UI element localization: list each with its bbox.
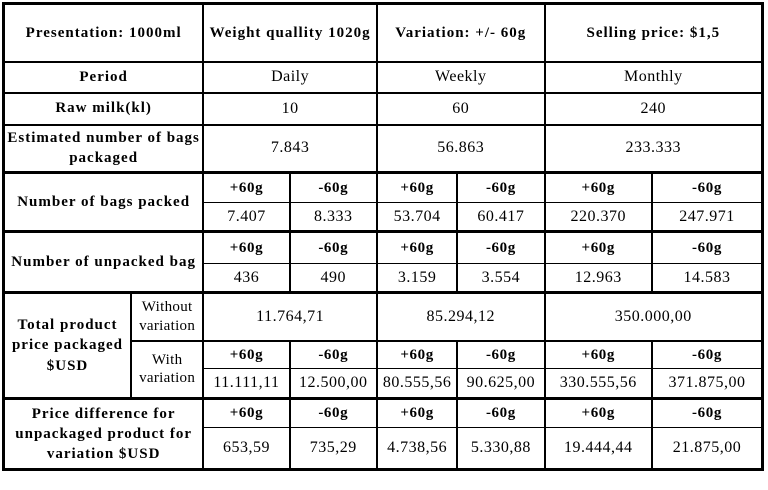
raw-milk-row: Raw milk(kl) 10 60 240 bbox=[2, 91, 764, 126]
period-monthly-cell: Monthly bbox=[543, 60, 764, 94]
minus60-header: -60g bbox=[650, 171, 764, 203]
minus60-header: -60g bbox=[288, 339, 378, 369]
total-price-with-values-row: 11.111,11 12.500,00 80.555,56 90.625,00 … bbox=[4, 368, 764, 400]
raw-milk-label-cell: Raw milk(kl) bbox=[2, 91, 205, 126]
period-row: Period Daily Weekly Monthly bbox=[2, 60, 764, 94]
price-difference-value: 653,59 bbox=[202, 427, 291, 471]
unpacked-bags-value: 12.963 bbox=[543, 263, 653, 294]
unpacked-bags-values-row: 436 490 3.159 3.554 12.963 14.583 bbox=[4, 263, 764, 294]
total-price-with-value: 371.875,00 bbox=[650, 368, 764, 400]
plus60-header: +60g bbox=[543, 230, 653, 264]
minus60-header: -60g bbox=[650, 339, 764, 369]
price-difference-values-row: 653,59 735,29 4.738,56 5.330,88 19.444,4… bbox=[4, 427, 764, 471]
raw-milk-monthly-cell: 240 bbox=[543, 91, 764, 126]
total-price-with-value: 90.625,00 bbox=[456, 368, 546, 400]
plus60-header: +60g bbox=[375, 230, 459, 264]
estimated-bags-label-cell: Estimated number of bags packaged bbox=[2, 123, 205, 174]
total-price-label-cell: Total product price packaged $USD bbox=[2, 291, 132, 400]
minus60-header: -60g bbox=[456, 397, 546, 428]
price-difference-header-row: Price difference for unpackaged product … bbox=[2, 397, 764, 471]
total-price-without-daily: 11.764,71 bbox=[202, 291, 378, 342]
selling-price-cell: Selling price: $1,5 bbox=[543, 2, 764, 63]
total-price-without-weekly: 85.294,12 bbox=[375, 291, 546, 342]
period-weekly-cell: Weekly bbox=[375, 60, 546, 94]
estimated-bags-daily-cell: 7.843 bbox=[202, 123, 378, 174]
with-variation-label-cell: With variation bbox=[129, 339, 205, 400]
unpacked-bags-label-cell: Number of unpacked bag bbox=[2, 230, 205, 294]
raw-milk-daily-cell: 10 bbox=[202, 91, 378, 126]
presentation-cell: Presentation: 1000ml bbox=[2, 2, 205, 63]
plus60-header: +60g bbox=[202, 397, 291, 428]
total-price-with-value: 330.555,56 bbox=[543, 368, 653, 400]
total-price-with-value: 80.555,56 bbox=[375, 368, 459, 400]
price-difference-value: 19.444,44 bbox=[543, 427, 653, 471]
raw-milk-weekly-cell: 60 bbox=[375, 91, 546, 126]
plus60-header: +60g bbox=[543, 171, 653, 203]
header-row: Presentation: 1000ml Weight quallity 102… bbox=[2, 2, 764, 63]
bags-packed-value: 247.971 bbox=[650, 202, 764, 233]
price-difference-value: 735,29 bbox=[288, 427, 378, 471]
plus60-header: +60g bbox=[543, 397, 653, 428]
minus60-header: -60g bbox=[456, 230, 546, 264]
plus60-header: +60g bbox=[543, 339, 653, 369]
plus60-header: +60g bbox=[202, 230, 291, 264]
total-price-with-value: 11.111,11 bbox=[202, 368, 291, 400]
bags-packed-value: 53.704 bbox=[375, 202, 459, 233]
minus60-header: -60g bbox=[456, 339, 546, 369]
unpacked-bags-value: 3.554 bbox=[456, 263, 546, 294]
minus60-header: -60g bbox=[650, 397, 764, 428]
price-difference-value: 21.875,00 bbox=[650, 427, 764, 471]
bags-packed-value: 60.417 bbox=[456, 202, 546, 233]
price-difference-value: 4.738,56 bbox=[375, 427, 459, 471]
total-price-without-monthly: 350.000,00 bbox=[543, 291, 764, 342]
weight-quality-cell: Weight quallity 1020g bbox=[202, 2, 378, 63]
period-daily-cell: Daily bbox=[202, 60, 378, 94]
bags-packed-value: 220.370 bbox=[543, 202, 653, 233]
plus60-header: +60g bbox=[202, 339, 291, 369]
period-label-cell: Period bbox=[2, 60, 205, 94]
minus60-header: -60g bbox=[650, 230, 764, 264]
bags-packed-header-row: Number of bags packed +60g -60g +60g -60… bbox=[2, 171, 764, 233]
estimated-bags-monthly-cell: 233.333 bbox=[543, 123, 764, 174]
unpacked-bags-value: 490 bbox=[288, 263, 378, 294]
unpacked-bags-value: 3.159 bbox=[375, 263, 459, 294]
plus60-header: +60g bbox=[375, 339, 459, 369]
bags-packed-label-cell: Number of bags packed bbox=[2, 171, 205, 233]
unpacked-bags-header-row: Number of unpacked bag +60g -60g +60g -6… bbox=[2, 230, 764, 294]
plus60-header: +60g bbox=[375, 171, 459, 203]
estimated-bags-row: Estimated number of bags packaged 7.843 … bbox=[2, 123, 764, 174]
total-price-without-row: Total product price packaged $USD Withou… bbox=[2, 291, 764, 400]
estimated-bags-weekly-cell: 56.863 bbox=[375, 123, 546, 174]
bags-packed-values-row: 7.407 8.333 53.704 60.417 220.370 247.97… bbox=[4, 202, 764, 233]
without-variation-label-cell: Without variation bbox=[129, 291, 205, 342]
plus60-header: +60g bbox=[375, 397, 459, 428]
minus60-header: -60g bbox=[456, 171, 546, 203]
price-difference-value: 5.330,88 bbox=[456, 427, 546, 471]
total-price-with-value: 12.500,00 bbox=[288, 368, 378, 400]
data-table: Presentation: 1000ml Weight quallity 102… bbox=[2, 2, 764, 471]
minus60-header: -60g bbox=[288, 230, 378, 264]
unpacked-bags-value: 436 bbox=[202, 263, 291, 294]
bags-packed-value: 8.333 bbox=[288, 202, 378, 233]
total-price-with-header-row: With variation +60g -60g +60g -60g +60g … bbox=[4, 339, 764, 400]
minus60-header: -60g bbox=[288, 397, 378, 428]
bags-packed-value: 7.407 bbox=[202, 202, 291, 233]
unpacked-bags-value: 14.583 bbox=[650, 263, 764, 294]
price-difference-label-cell: Price difference for unpackaged product … bbox=[2, 397, 205, 471]
minus60-header: -60g bbox=[288, 171, 378, 203]
plus60-header: +60g bbox=[202, 171, 291, 203]
variation-cell: Variation: +/- 60g bbox=[375, 2, 546, 63]
